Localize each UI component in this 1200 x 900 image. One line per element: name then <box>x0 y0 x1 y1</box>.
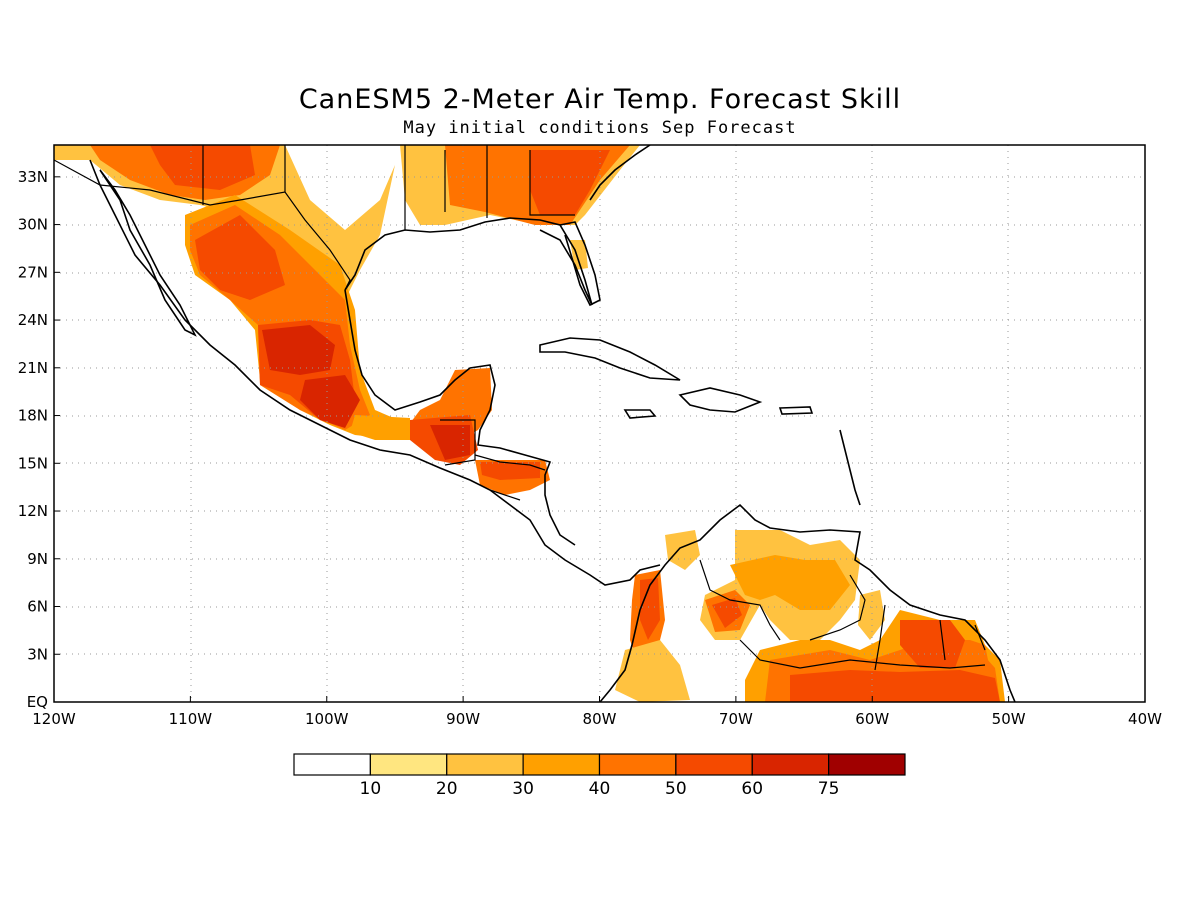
coast-hispaniola <box>678 387 763 413</box>
legend-label: 60 <box>741 779 763 799</box>
lat-tick-label: EQ <box>27 693 48 711</box>
region-colombia-south <box>615 640 690 702</box>
legend-label: 30 <box>512 779 534 799</box>
region-sw-us <box>54 145 395 300</box>
border-guatemala <box>440 419 476 466</box>
coast-south-america <box>599 503 1016 702</box>
region-oaxaca <box>350 415 410 440</box>
border-central-america <box>474 454 546 501</box>
region-venezuela-mid <box>730 555 850 610</box>
lat-tick-labels: EQ 3N 6N 9N 12N 15N 18N 21N 24N 27N 30N 33N <box>18 168 60 711</box>
chart-subtitle: May initial conditions Sep Forecast <box>403 118 797 138</box>
lat-tick-label: 18N <box>18 407 48 425</box>
coast-gulf-of-mexico <box>344 217 593 306</box>
legend-swatch <box>598 753 677 776</box>
lon-tick-label: 40W <box>1128 710 1162 728</box>
skill-shading <box>54 145 1005 702</box>
region-honduras-core <box>480 462 540 480</box>
lon-tick-label: 50W <box>992 710 1026 728</box>
lon-tick-label: 80W <box>583 710 617 728</box>
legend-swatch <box>293 753 371 776</box>
legend-label: 10 <box>360 779 382 799</box>
region-guatemala-dark <box>430 425 470 460</box>
legend-swatch <box>446 753 524 776</box>
region-brazil-dark <box>790 670 1000 702</box>
lat-tick-label: 24N <box>18 311 48 329</box>
coast-baja <box>99 169 197 337</box>
lon-tick-label: 100W <box>305 710 349 728</box>
lat-tick-label: 15N <box>18 454 48 472</box>
border-brazil <box>739 639 986 669</box>
region-mexico-dark <box>262 325 335 375</box>
chart-title: CanESM5 2-Meter Air Temp. Forecast Skill <box>298 84 902 115</box>
region-colombia-west-core <box>640 578 660 640</box>
region-mexico-north-core <box>195 215 285 300</box>
lat-tick-label: 12N <box>18 502 48 520</box>
border-us-states <box>202 145 575 230</box>
lat-tick-label: 6N <box>27 598 48 616</box>
border-colombia-venezuela <box>699 559 781 641</box>
legend-label: 75 <box>818 779 840 799</box>
coast-mexico-gulf <box>344 289 576 546</box>
coast-jamaica <box>623 409 657 419</box>
color-legend: 10 20 30 40 50 60 75 <box>293 753 906 799</box>
region-french-guiana <box>900 620 965 668</box>
region-georgia <box>530 150 610 215</box>
lat-tick-label: 27N <box>18 263 48 281</box>
region-venezuela-core <box>712 598 742 628</box>
coastlines <box>89 145 1016 702</box>
coast-lesser-antilles <box>839 429 861 506</box>
lon-tick-label: 110W <box>169 710 213 728</box>
country-borders <box>54 145 986 671</box>
region-florida-strip <box>570 240 588 270</box>
border-venezuela-guyana <box>809 574 866 641</box>
lat-tick-label: 33N <box>18 168 48 186</box>
legend-swatch <box>369 753 448 776</box>
legend-swatch <box>522 753 601 776</box>
lon-tick-label: 90W <box>446 710 480 728</box>
coast-florida <box>559 221 601 307</box>
coast-mexico-pacific <box>89 159 661 586</box>
lon-tick-label: 120W <box>32 710 76 728</box>
legend-label: 40 <box>589 779 611 799</box>
border-guianas <box>874 604 986 671</box>
lat-tick-label: 3N <box>27 645 48 663</box>
region-mexico-dark-2 <box>300 375 360 428</box>
legend-label: 50 <box>665 779 687 799</box>
coast-us-atlantic <box>589 145 651 201</box>
lon-tick-label: 70W <box>719 710 753 728</box>
lon-tick-labels: 120W 110W 100W 90W 80W 70W 60W 50W 40W <box>32 696 1162 728</box>
region-colombia-north <box>665 530 700 570</box>
lon-tick-label: 60W <box>855 710 889 728</box>
coast-cuba <box>539 337 681 381</box>
coast-puerto-rico <box>778 406 814 415</box>
legend-label: 20 <box>436 779 458 799</box>
legend-swatch <box>675 753 753 776</box>
region-amapa <box>970 640 990 672</box>
border-us-mexico <box>54 159 351 291</box>
lat-tick-label: 9N <box>27 550 48 568</box>
legend-swatch <box>828 753 906 776</box>
legend-swatch <box>751 753 830 776</box>
lat-tick-label: 30N <box>18 216 48 234</box>
lat-tick-label: 21N <box>18 359 48 377</box>
